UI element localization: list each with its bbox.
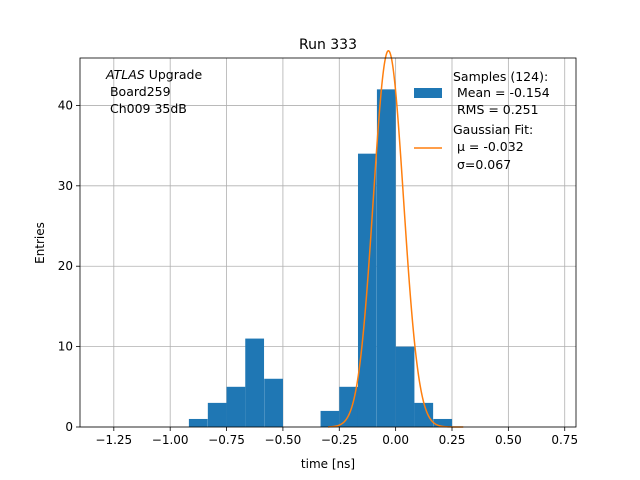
y-axis-ticks: 0 10 20 30 40 [58, 98, 80, 434]
histogram-bars [188, 89, 453, 428]
histogram-bar [395, 346, 415, 427]
x-tick-label: −0.75 [208, 433, 245, 447]
legend: Samples (124): Mean = -0.154 RMS = 0.251… [414, 69, 550, 172]
histogram-bar [433, 418, 453, 427]
y-tick-label: 20 [58, 259, 73, 273]
legend-fit-sigma: σ=0.067 [453, 157, 511, 172]
x-tick-label: 0.50 [495, 433, 522, 447]
chart-title: Run 333 [299, 37, 357, 53]
x-tick-label: 0.75 [551, 433, 578, 447]
gaussian-fit-curve [327, 50, 464, 428]
y-tick-label: 30 [58, 179, 73, 193]
atlas-label: ATLAS [105, 67, 145, 82]
legend-samples-mean: Mean = -0.154 [453, 85, 550, 100]
y-axis-label: Entries [33, 222, 47, 264]
histogram-bar [339, 386, 359, 427]
x-tick-label: −1.00 [152, 433, 189, 447]
channel-label: Ch009 35dB [106, 101, 187, 116]
x-tick-label: −0.25 [321, 433, 358, 447]
y-tick-label: 40 [58, 98, 73, 112]
y-tick-label: 0 [65, 420, 73, 434]
plot-frame [79, 57, 577, 428]
histogram-bar [376, 89, 396, 428]
x-tick-label: −0.50 [265, 433, 302, 447]
x-axis-label: time [ns] [301, 457, 355, 471]
histogram-bar [320, 410, 340, 427]
histogram-bar [264, 378, 283, 427]
histogram-bar [226, 386, 246, 427]
board-label: Board259 [106, 84, 171, 99]
upgrade-label: Upgrade [145, 67, 203, 82]
x-tick-label: −1.25 [95, 433, 132, 447]
histogram-bar [188, 418, 208, 427]
x-axis-ticks: −1.25 −1.00 −0.75 −0.50 −0.25 0.00 0.25 0.50 0.7… [95, 427, 578, 447]
histogram-bar [245, 338, 265, 427]
legend-samples-swatch [414, 88, 442, 98]
legend-fit-mu: μ = -0.032 [453, 139, 524, 154]
y-tick-label: 10 [58, 340, 73, 354]
legend-fit-title: Gaussian Fit: [453, 122, 533, 137]
legend-samples-rms: RMS = 0.251 [453, 102, 539, 117]
atlas-annotation: ATLAS Upgrade Board259 Ch009 35dB [105, 67, 202, 116]
histogram-bar [207, 402, 227, 427]
svg-text:ATLAS Upgrade: ATLAS Upgrade [105, 67, 202, 82]
histogram-bar [414, 402, 434, 427]
x-tick-label: 0.00 [382, 433, 409, 447]
x-tick-label: 0.25 [439, 433, 466, 447]
legend-samples-title: Samples (124): [453, 69, 548, 84]
